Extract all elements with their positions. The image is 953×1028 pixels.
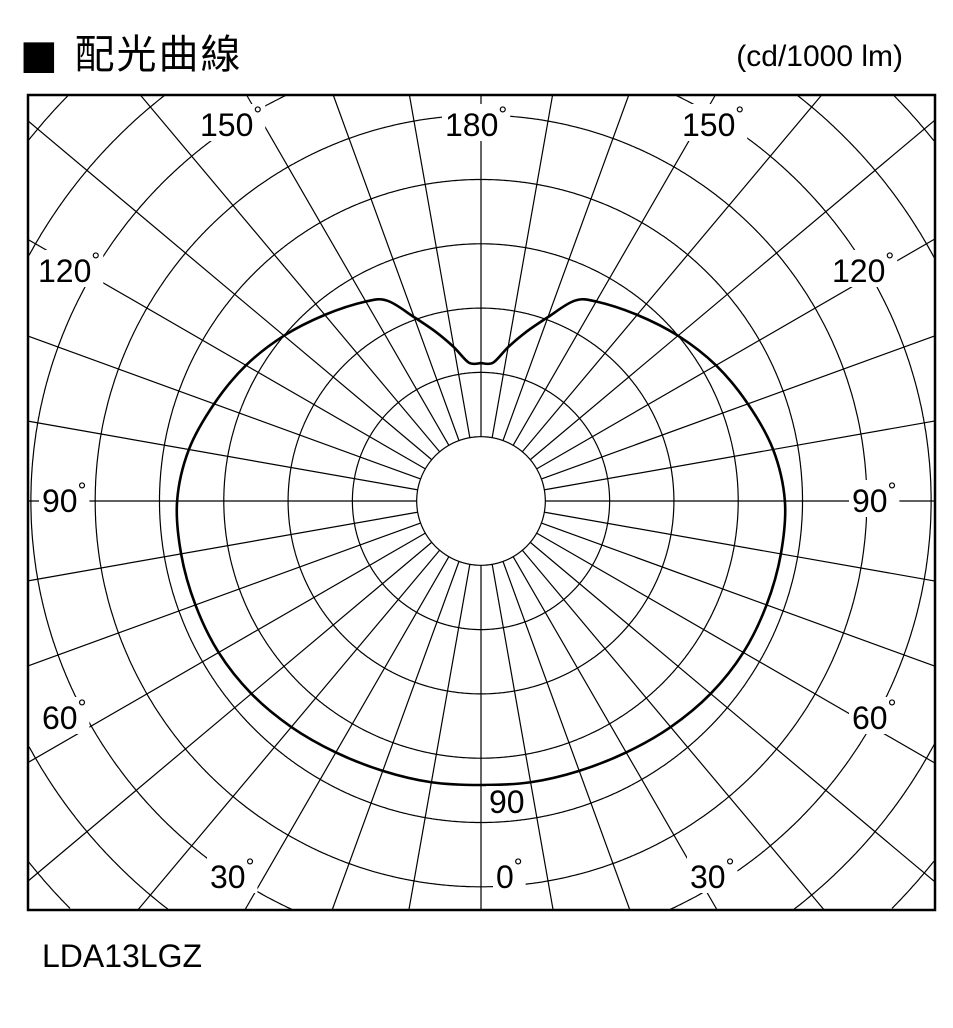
distribution-curve [175,297,787,787]
distribution-curve-group [175,297,787,787]
grid-radial-line [27,541,433,882]
grid-radial-line [502,560,631,911]
grid-radial-line [27,420,419,491]
grid-radial-line [512,556,718,911]
grid-radial-line [408,94,471,439]
grid-radial-line [27,335,422,480]
grid-radial-line [139,94,441,453]
label-background [35,250,104,287]
label-background [442,104,511,141]
peak-value-label: 90 [489,784,525,820]
unit-label: (cd/1000 lm) [736,40,903,73]
grid-ring [28,95,935,910]
label-background [687,856,738,893]
angle-label-30-right: 30° [690,854,734,895]
angle-label-150-left: 150° [200,102,262,143]
angle-label-0: 0° [496,854,523,895]
angle-label-30-left: 30° [210,854,254,895]
label-background [197,104,266,141]
polar-grid [27,94,936,911]
grid-radial-line [27,120,433,461]
grid-radial-line [543,511,936,582]
angle-label-120-right: 120° [832,248,894,289]
grid-radial-line [529,541,936,883]
grid-radial-line [27,532,426,764]
grid-radial-line [137,549,441,911]
label-background [829,250,898,287]
grid-radial-line [543,420,936,491]
label-background [39,697,90,734]
angle-label-150-right: 150° [682,102,744,143]
grid-radial-line [244,556,450,911]
label-background [849,480,900,517]
model-label: LDA13LGZ [42,938,203,974]
grid-radial-line [540,335,936,480]
grid-ring [416,436,546,566]
grid-radial-line [491,563,554,911]
grid-radial-line [529,119,936,461]
grid-radial-line [502,94,630,442]
grid-radial-line [331,560,460,911]
label-background [849,697,900,734]
grid-radial-line [540,522,936,667]
angle-label-60-left: 60° [42,695,86,736]
label-background [493,856,526,893]
grid-radial-line [332,94,460,442]
grid-ring [27,94,935,909]
chart-frame [26,93,937,912]
chart-title: ■ 配光曲線 [20,32,243,78]
label-background [486,786,528,818]
label-background [39,480,90,517]
grid-radial-line [512,94,716,446]
angle-label-90-right: 90° [852,478,896,519]
angle-label-60-right: 60° [852,695,896,736]
grid-radial-line [408,563,471,911]
label-background [207,856,258,893]
grid-radial-line [27,511,419,582]
angle-label-180: 180° [445,102,507,143]
grid-radial-line [521,94,823,453]
grid-radial-line [27,522,422,667]
grid-radial-line [246,94,450,446]
grid-radial-line [491,94,554,439]
angle-label-120-left: 120° [38,248,100,289]
label-background [679,104,748,141]
angle-label-90-left: 90° [42,478,86,519]
grid-radial-line [521,549,825,911]
